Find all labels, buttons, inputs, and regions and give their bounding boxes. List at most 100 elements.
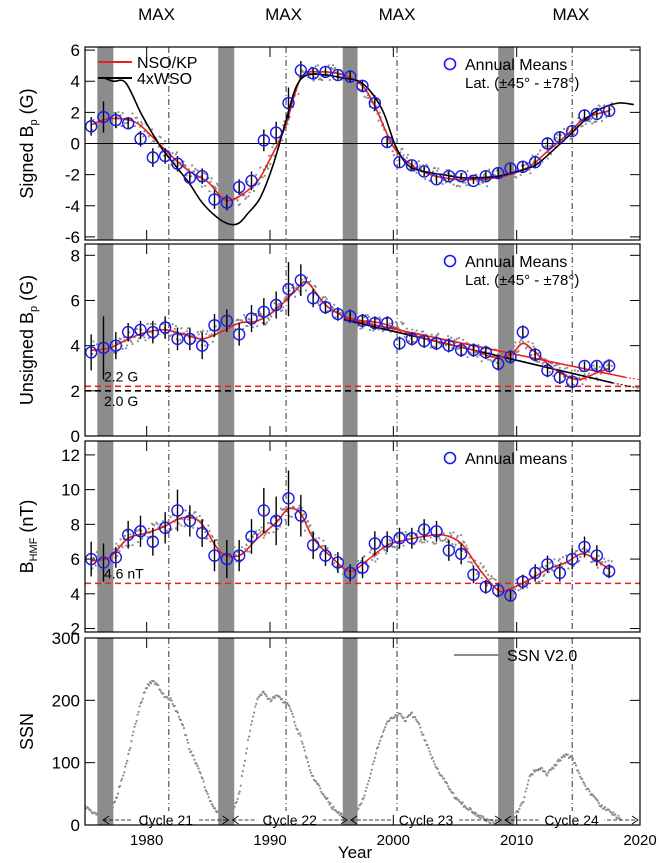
ssn-point [459, 801, 462, 804]
monthly-value-dot [266, 167, 270, 170]
monthly-value-dot [609, 108, 612, 111]
monthly-value-dot [432, 542, 436, 545]
monthly-value-dot [539, 149, 542, 152]
monthly-value-dot [510, 582, 514, 586]
monthly-value-dot [240, 546, 244, 549]
monthly-value-dot [140, 121, 143, 124]
annual-mean-point [269, 514, 283, 528]
ssn-point [129, 746, 132, 750]
ssn-point [256, 698, 259, 701]
monthly-value-dot [453, 338, 456, 342]
monthly-value-dot [450, 336, 453, 339]
monthly-value-dot [394, 320, 398, 324]
monthly-value-dot [208, 190, 211, 193]
monthly-value-dot [309, 524, 312, 527]
monthly-value-dot [596, 566, 599, 569]
monthly-value-dot [268, 154, 271, 157]
ssn-point [573, 761, 577, 765]
ssn-point [149, 682, 153, 685]
ssn-point [190, 750, 193, 753]
ssn-point [446, 782, 449, 785]
panel-frame [84, 440, 641, 633]
annual-mean-point [504, 589, 517, 602]
monthly-value-dot [502, 182, 505, 185]
ssn-point [253, 711, 256, 714]
monthly-value-dot [285, 506, 288, 509]
cycle-arrow-right [222, 815, 230, 825]
ssn-point [102, 815, 105, 818]
ssn-point [588, 790, 591, 793]
ssn-point [362, 796, 365, 800]
monthly-value-dot [133, 125, 136, 128]
monthly-value-dot [281, 309, 284, 312]
annual-mean-point [528, 348, 542, 361]
ssn-point [329, 802, 332, 805]
annual-mean-point [430, 525, 443, 538]
monthly-value-dot [466, 547, 469, 550]
ssn-point [461, 801, 464, 804]
ssn-point [304, 755, 307, 758]
monthly-value-dot [591, 560, 594, 563]
ssn-point [133, 725, 136, 728]
monthly-value-dot [490, 574, 493, 578]
y-axis-label-unit: (nT) [17, 500, 37, 538]
monthly-value-dot [481, 181, 484, 184]
monthly-value-dot [465, 341, 468, 344]
monthly-value-dot [178, 522, 181, 525]
monthly-value-dot [220, 338, 223, 341]
monthly-value-dot [459, 533, 463, 537]
annual-mean-point [528, 155, 542, 169]
monthly-value-dot [495, 169, 498, 172]
monthly-value-dot [245, 543, 248, 546]
monthly-value-dot [404, 530, 407, 534]
annual-mean-point [491, 166, 505, 180]
ssn-point [426, 743, 429, 746]
x-tick-label: 1990 [253, 832, 286, 849]
monthly-value-dot [174, 153, 177, 156]
annual-mean-point [454, 547, 468, 561]
ssn-point [449, 788, 452, 791]
monthly-value-dot [610, 364, 613, 367]
monthly-value-dot [123, 534, 127, 537]
annual-mean-point [121, 528, 135, 541]
ssn-point [526, 783, 529, 786]
annual-mean-point [393, 155, 406, 169]
ssn-point [182, 727, 186, 730]
solar-minimum-band [97, 244, 114, 436]
ssn-point [408, 714, 412, 717]
monthly-value-dot [194, 510, 197, 514]
monthly-value-dot [544, 145, 547, 148]
monthly-value-dot [443, 538, 446, 542]
ssn-point [176, 711, 179, 714]
annual-mean-point [85, 346, 98, 359]
ssn-point [219, 813, 222, 816]
monthly-value-dot [531, 154, 534, 157]
ssn-point [252, 715, 255, 718]
cycle-label: Cycle 22 [262, 812, 317, 828]
monthly-value-dot [285, 295, 288, 298]
monthly-value-dot [553, 558, 556, 561]
monthly-value-dot [209, 540, 212, 543]
ssn-point [242, 764, 245, 767]
legend-right-label: SSN V2.0 [507, 648, 577, 665]
cycle-arrow-left [231, 815, 239, 825]
ssn-point [383, 728, 386, 731]
monthly-value-dot [377, 119, 380, 122]
monthly-value-dot [265, 321, 269, 324]
monthly-value-dot [571, 121, 574, 124]
monthly-value-dot [174, 527, 177, 530]
annual-mean-point [97, 341, 110, 355]
monthly-value-dot [431, 170, 434, 173]
monthly-value-dot [551, 362, 554, 365]
monthly-value-dot [572, 383, 575, 386]
monthly-value-dot [251, 535, 254, 538]
monthly-value-dot [373, 555, 376, 558]
y-tick-label: 6 [71, 291, 80, 310]
monthly-value-dot [446, 335, 450, 338]
monthly-value-dot [129, 339, 132, 342]
monthly-value-dot [276, 527, 279, 531]
ssn-point [489, 821, 492, 825]
ssn-point [584, 784, 587, 788]
monthly-value-dot [147, 135, 150, 138]
monthly-value-dot [442, 531, 445, 535]
